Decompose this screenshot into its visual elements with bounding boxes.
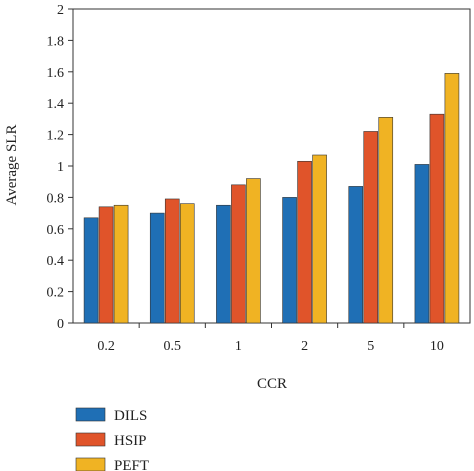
legend-swatch-dils [75,407,106,422]
bar-peft-5 [378,117,394,324]
y-tick-label: 1 [57,160,64,175]
bar-hsip-5 [363,131,379,324]
x-tick-label: 0.5 [164,339,182,354]
bar-peft-0.2 [113,204,129,324]
legend-swatch-hsip [75,432,106,447]
plot-area [72,8,471,324]
x-tick-label: 2 [301,339,308,354]
y-tick-label: 1.2 [47,129,65,144]
legend: DILS HSIP PEFT [75,407,149,471]
y-tick-label: 1.8 [47,34,65,49]
y-axis-title: Average SLR [4,125,20,206]
plot-frame [72,8,471,324]
x-tick-label: 1 [235,339,242,354]
bar-hsip-0.5 [164,198,180,324]
legend-label-dils: DILS [114,408,147,424]
bar-dils-10 [414,164,430,324]
x-axis: 0.2 0.5 1 2 5 10 [97,323,444,354]
bar-dils-2 [282,197,297,324]
legend-label-hsip: HSIP [114,433,147,449]
legend-swatch-peft [75,457,106,471]
bar-peft-0.5 [179,203,195,324]
bar-hsip-1 [231,184,246,324]
x-tick-label: 10 [430,339,444,354]
bar-dils-5 [348,186,364,324]
bar-peft-2 [312,154,327,324]
y-tick-label: 1.4 [47,97,65,112]
bar-hsip-2 [297,160,312,324]
y-axis: 0 0.2 0.4 0.6 0.8 1 1.2 1.4 1.6 1.8 2 [47,3,73,332]
y-tick-label: 0.6 [47,223,65,238]
y-tick-label: 0.2 [47,286,65,301]
bar-dils-0.5 [149,212,165,324]
x-tick-label: 5 [367,339,374,354]
legend-label-peft: PEFT [114,458,149,471]
bars-group [83,73,460,324]
bar-dils-0.2 [83,217,99,324]
y-tick-label: 0 [57,317,64,332]
bar-peft-1 [246,178,261,324]
y-tick-label: 1.6 [47,66,65,81]
bar-hsip-0.2 [98,206,114,324]
y-tick-label: 0.4 [47,254,65,269]
bar-hsip-10 [429,113,445,324]
bar-peft-10 [444,73,460,324]
y-tick-label: 2 [57,3,64,18]
x-tick-label: 0.2 [97,339,115,354]
bar-dils-1 [216,204,231,324]
x-axis-title: CCR [257,376,287,392]
y-tick-label: 0.8 [47,191,65,206]
